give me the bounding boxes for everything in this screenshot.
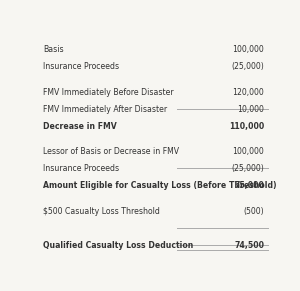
Text: (500): (500) — [244, 207, 264, 216]
Text: Insurance Proceeds: Insurance Proceeds — [43, 62, 119, 71]
Text: 74,500: 74,500 — [234, 241, 264, 250]
Text: (25,000): (25,000) — [231, 62, 264, 71]
Text: Decrease in FMV: Decrease in FMV — [43, 122, 117, 131]
Text: 75,000: 75,000 — [234, 181, 264, 190]
Text: Amount Eligible for Casualty Loss (Before Threshold): Amount Eligible for Casualty Loss (Befor… — [43, 181, 277, 190]
Text: $500 Casualty Loss Threshold: $500 Casualty Loss Threshold — [43, 207, 160, 216]
Text: 100,000: 100,000 — [232, 147, 264, 156]
Text: 110,000: 110,000 — [229, 122, 264, 131]
Text: Qualified Casualty Loss Deduction: Qualified Casualty Loss Deduction — [43, 241, 194, 250]
Text: Lessor of Basis or Decrease in FMV: Lessor of Basis or Decrease in FMV — [43, 147, 179, 156]
Text: 120,000: 120,000 — [232, 88, 264, 97]
Text: FMV Immediately Before Disaster: FMV Immediately Before Disaster — [43, 88, 174, 97]
Text: Basis: Basis — [43, 45, 64, 54]
Text: (25,000): (25,000) — [231, 164, 264, 173]
Text: 100,000: 100,000 — [232, 45, 264, 54]
Text: Insurance Proceeds: Insurance Proceeds — [43, 164, 119, 173]
Text: 10,000: 10,000 — [237, 104, 264, 113]
Text: FMV Immediately After Disaster: FMV Immediately After Disaster — [43, 104, 167, 113]
